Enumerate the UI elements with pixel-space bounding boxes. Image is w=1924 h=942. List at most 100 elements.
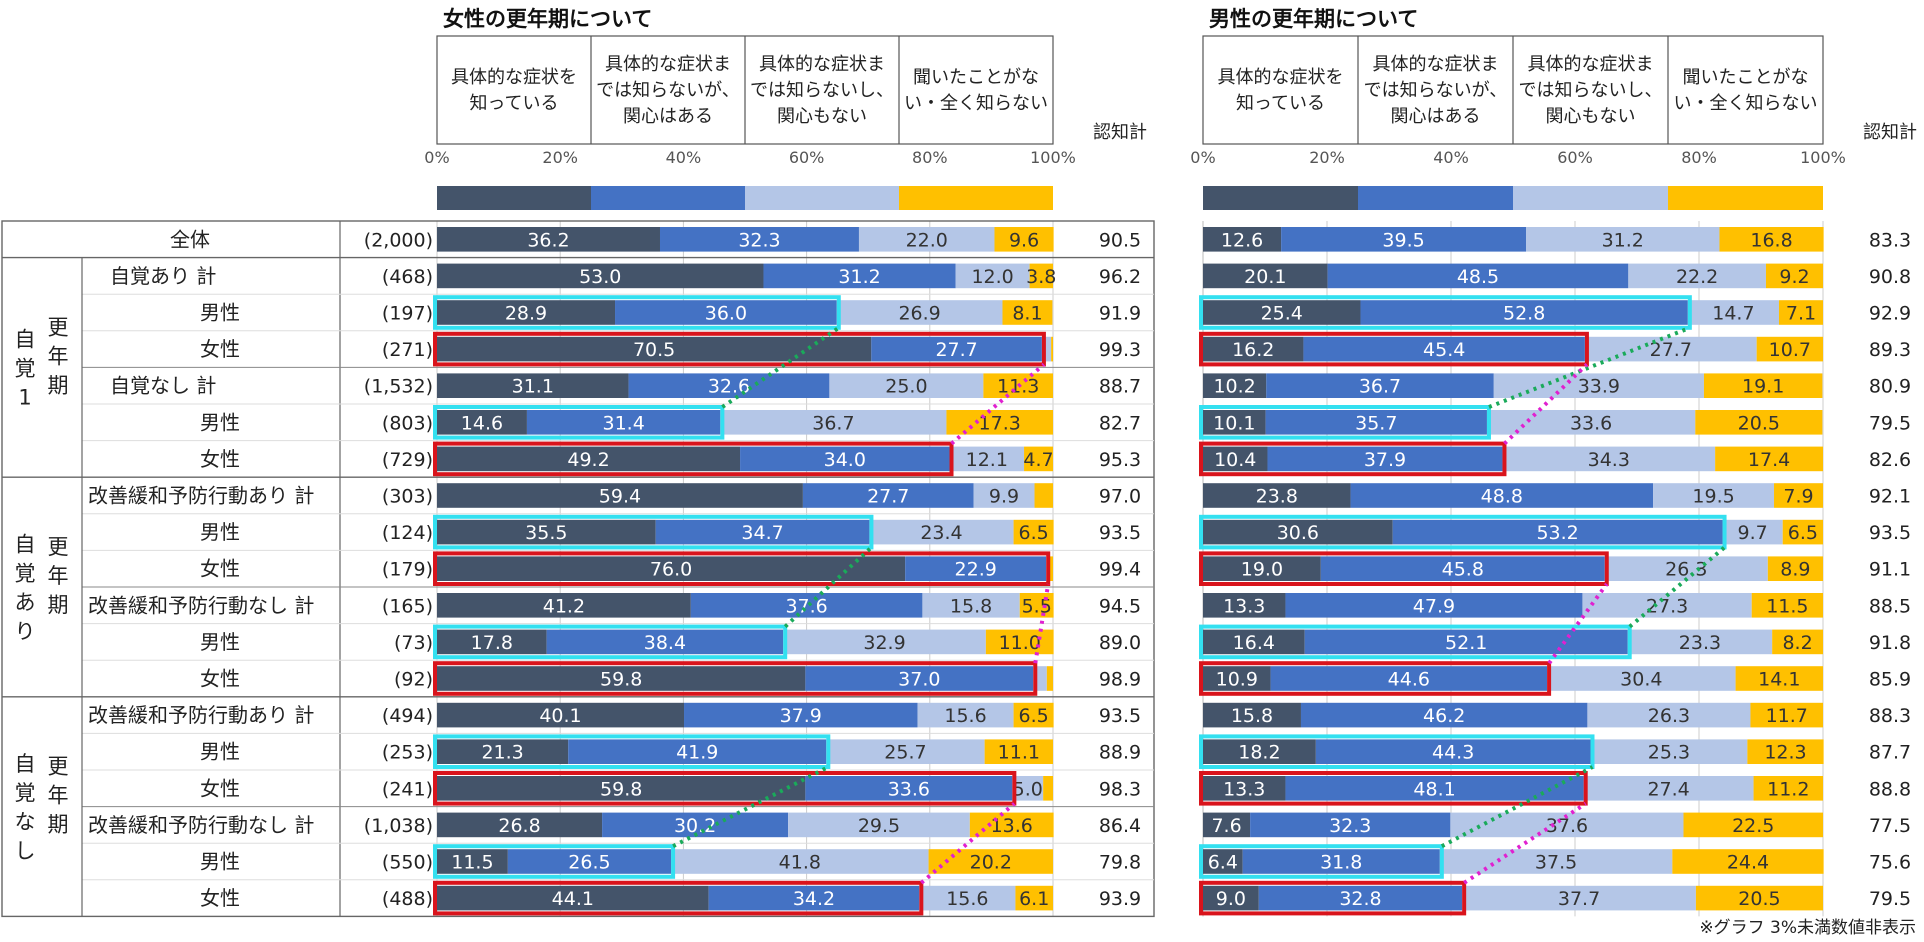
- data-label: 37.6: [1546, 815, 1588, 837]
- bar-segment: [1315, 739, 1591, 764]
- data-label: 27.4: [1647, 778, 1689, 800]
- data-label: 52.8: [1503, 303, 1545, 325]
- group-label-char: 期: [48, 813, 69, 837]
- data-label: 37.7: [1558, 888, 1600, 910]
- bar-segment: [826, 739, 985, 764]
- bar-segment: [526, 410, 721, 435]
- legend-label: 具体的な症状ま: [1373, 54, 1499, 75]
- total-value: 92.9: [1869, 303, 1911, 325]
- male-highlight-box: [433, 405, 725, 440]
- bar-segment: [1285, 593, 1583, 618]
- group-label-char: し: [15, 839, 36, 863]
- data-label: 37.0: [898, 669, 940, 691]
- total-value: 99.3: [1099, 339, 1141, 361]
- row-n: (241): [382, 778, 433, 800]
- data-label: 20.2: [970, 852, 1012, 874]
- female-connector-line: [1547, 582, 1609, 665]
- bar-segment: [1751, 593, 1823, 618]
- bar-segment: [955, 263, 1030, 289]
- x-tick-label: 0%: [424, 148, 449, 167]
- data-label: 6.5: [1788, 522, 1818, 544]
- data-label: 17.4: [1748, 449, 1790, 471]
- x-tick-label: 100%: [1800, 148, 1846, 167]
- bar-segment: [437, 300, 616, 325]
- footnote: ※グラフ 3%未満数値非表示: [1699, 918, 1916, 938]
- bar-segment: [671, 849, 929, 874]
- total-value: 90.5: [1099, 229, 1141, 251]
- data-label: 25.7: [884, 742, 926, 764]
- female-connector-line: [1033, 583, 1051, 664]
- bar-segment: [1772, 629, 1823, 655]
- bar-segment: [802, 483, 974, 508]
- bar-segment: [1526, 227, 1720, 252]
- total-header: 認知計: [1093, 122, 1147, 143]
- bar-segment: [1029, 263, 1053, 289]
- male-highlight-box: [433, 624, 788, 660]
- male-highlight-box: [433, 734, 831, 770]
- data-label: 45.4: [1423, 339, 1465, 361]
- data-label: 27.7: [1650, 339, 1692, 361]
- bar-segment: [984, 739, 1053, 764]
- data-label: 76.0: [650, 559, 692, 581]
- data-label: 16.8: [1750, 229, 1792, 251]
- data-label: 41.2: [543, 595, 585, 617]
- bar-segment: [1765, 263, 1823, 289]
- bar-segment: [1715, 446, 1823, 472]
- legend-label: では知らないが、: [1364, 80, 1508, 101]
- data-label: 47.9: [1413, 595, 1455, 617]
- row-n: (1,532): [364, 376, 433, 398]
- male-highlight-box: [1199, 405, 1491, 440]
- bar-segment: [1604, 556, 1768, 581]
- row-label: 男性: [200, 740, 240, 764]
- bar-segment: [805, 666, 1034, 691]
- female-highlight-box: [1199, 331, 1589, 367]
- data-label: 6.4: [1208, 852, 1238, 874]
- bar-segment: [985, 629, 1054, 655]
- data-label: 11.5: [451, 852, 493, 874]
- data-label: 17.3: [979, 412, 1021, 434]
- data-label: 6.5: [1018, 522, 1048, 544]
- data-label: 25.4: [1261, 303, 1303, 325]
- data-label: 70.5: [633, 339, 675, 361]
- data-label: 49.2: [567, 449, 609, 471]
- data-label: 5.5: [1022, 595, 1052, 617]
- data-label: 12.6: [1221, 229, 1263, 251]
- total-value: 80.9: [1869, 376, 1911, 398]
- data-label: 48.1: [1413, 778, 1455, 800]
- bar-segment: [1753, 776, 1823, 801]
- bar-segment: [858, 227, 995, 252]
- row-label: 改善緩和予防行動なし 計: [88, 813, 314, 837]
- data-label: 46.2: [1423, 705, 1465, 727]
- data-label: 32.3: [1329, 815, 1371, 837]
- bar-segment: [1203, 300, 1361, 325]
- bar-segment: [437, 373, 629, 398]
- group-label-char: り: [15, 620, 36, 644]
- total-value: 92.1: [1869, 486, 1911, 508]
- female-highlight-box: [1199, 771, 1588, 806]
- bar-segment: [1683, 812, 1823, 838]
- data-label: 11.5: [1766, 595, 1808, 617]
- data-label: 8.9: [1780, 559, 1810, 581]
- bar-segment: [1750, 702, 1823, 728]
- row-n: (729): [382, 449, 433, 471]
- row-n: (488): [382, 888, 433, 910]
- data-label: 29.5: [858, 815, 900, 837]
- bar-segment: [1281, 227, 1527, 252]
- data-label: 30.4: [1620, 669, 1662, 691]
- group-label-char: 更: [48, 755, 69, 779]
- data-label: 9.7: [1738, 522, 1768, 544]
- female-highlight-box: [433, 331, 1046, 367]
- bar-segment: [1013, 519, 1054, 545]
- legend-label: では知らないし、: [750, 80, 894, 101]
- row-n: (1,038): [364, 815, 433, 837]
- row-n: (124): [382, 522, 433, 544]
- data-label: 9.2: [1779, 266, 1809, 288]
- legend-label: 知っている: [469, 93, 558, 114]
- bar-segment: [1203, 556, 1321, 581]
- bar-segment: [969, 812, 1054, 838]
- bar-segment: [437, 446, 741, 472]
- data-label: 8.2: [1782, 632, 1812, 654]
- data-label: 18.2: [1238, 742, 1280, 764]
- data-label: 30.6: [1277, 522, 1319, 544]
